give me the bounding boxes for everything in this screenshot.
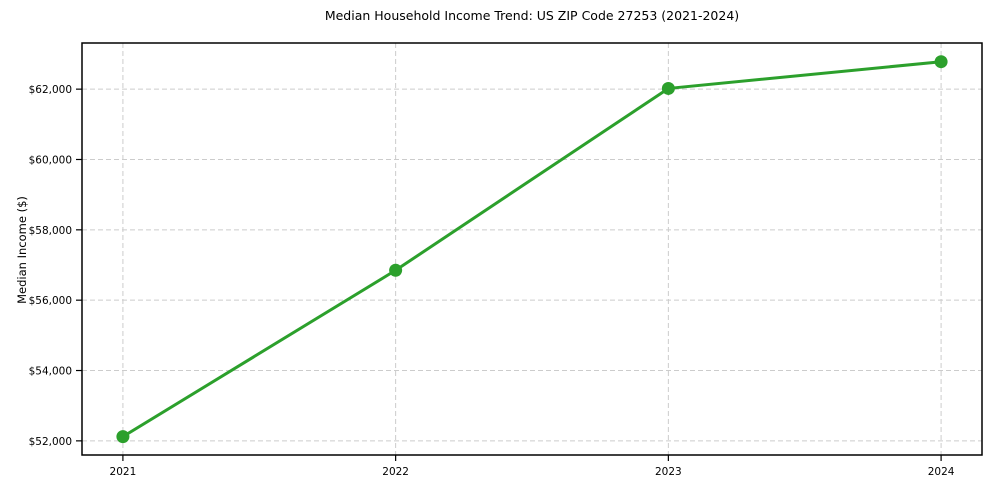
chart-title: Median Household Income Trend: US ZIP Co… <box>324 8 740 23</box>
y-tick-label: $60,000 <box>29 154 72 166</box>
y-tick-label: $54,000 <box>29 366 72 378</box>
x-tick-label: 2024 <box>928 466 955 478</box>
data-point-marker <box>661 81 675 95</box>
data-point-marker <box>389 263 403 277</box>
series-line <box>121 60 943 439</box>
x-tick-label: 2022 <box>382 466 409 478</box>
data-point-marker <box>934 55 948 69</box>
y-tick-label: $52,000 <box>29 436 72 448</box>
y-tick-label: $62,000 <box>29 84 72 96</box>
data-point-marker <box>116 430 130 444</box>
x-tick-label: 2021 <box>110 466 137 478</box>
y-tick-label: $56,000 <box>29 295 72 307</box>
y-tick-label: $58,000 <box>29 225 72 237</box>
x-tick-label: 2023 <box>655 466 682 478</box>
plot-border <box>81 42 983 456</box>
